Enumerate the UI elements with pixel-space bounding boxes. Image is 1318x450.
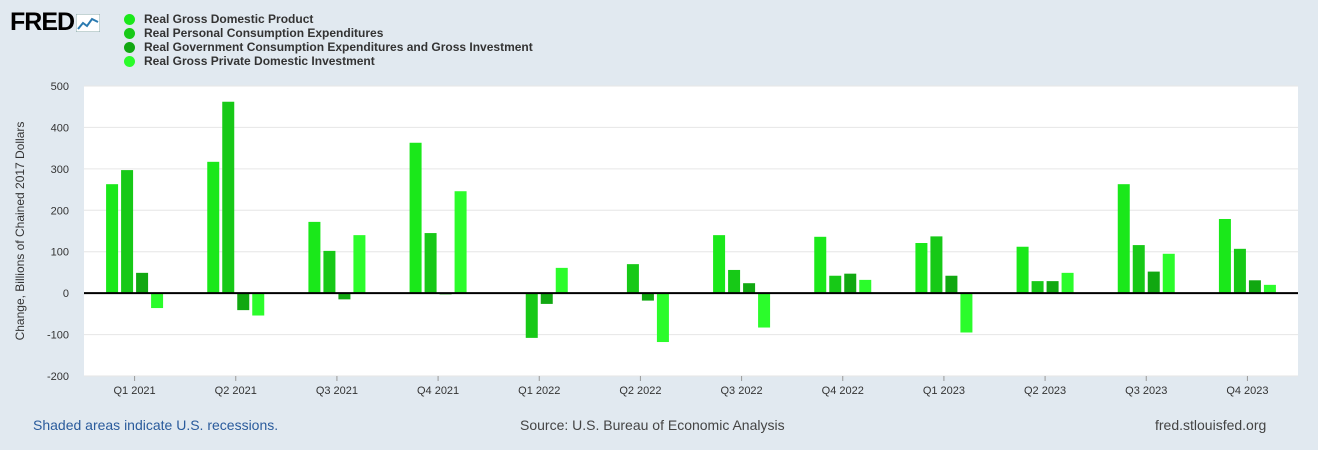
legend-label-pce: Real Personal Consumption Expenditures <box>144 26 384 40</box>
legend-label-investment: Real Gross Private Domestic Investment <box>144 54 375 68</box>
x-tick-label: Q2 2023 <box>1024 385 1066 397</box>
bar[interactable] <box>136 272 149 294</box>
bar[interactable] <box>1031 281 1044 294</box>
bar[interactable] <box>915 243 928 294</box>
bar[interactable] <box>930 236 943 294</box>
x-tick-label: Q4 2023 <box>1226 385 1268 397</box>
bar[interactable] <box>829 275 842 294</box>
bar[interactable] <box>814 236 827 294</box>
bar[interactable] <box>960 293 973 333</box>
bar[interactable] <box>409 142 422 294</box>
bar[interactable] <box>713 235 726 294</box>
bar[interactable] <box>1061 272 1074 294</box>
bar[interactable] <box>338 293 351 300</box>
bar[interactable] <box>945 275 958 294</box>
bar[interactable] <box>106 184 119 294</box>
x-tick-labels: Q1 2021 Q2 2021 Q3 2021 Q4 2021 Q1 2022 Q2 20… <box>113 376 1269 397</box>
y-tick-label: 0 <box>63 288 69 300</box>
fred-graph-icon <box>76 13 101 32</box>
legend-swatch-government <box>124 41 135 53</box>
bar[interactable] <box>151 293 164 309</box>
legend-label-government: Real Government Consumption Expenditures… <box>144 40 533 54</box>
y-tick-label: 500 <box>51 81 69 93</box>
fred-logo-text: FRED <box>10 8 75 36</box>
x-tick-label: Q1 2021 <box>113 385 155 397</box>
legend-item-government[interactable]: Real Government Consumption Expenditures… <box>124 40 533 54</box>
bar[interactable] <box>1016 246 1029 294</box>
bar[interactable] <box>353 235 366 294</box>
bar[interactable] <box>626 264 639 294</box>
legend-swatch-pce <box>124 27 135 39</box>
bar[interactable] <box>540 293 553 304</box>
legend-item-pce[interactable]: Real Personal Consumption Expenditures <box>124 26 533 40</box>
x-tick-label: Q1 2023 <box>923 385 965 397</box>
chart-legend: Real Gross Domestic Product Real Persona… <box>124 12 533 68</box>
plot-area <box>84 86 1298 376</box>
legend-item-investment[interactable]: Real Gross Private Domestic Investment <box>124 54 533 68</box>
fred-logo[interactable]: FRED <box>10 8 101 37</box>
bar[interactable] <box>1218 218 1231 294</box>
legend-label-gdp: Real Gross Domestic Product <box>144 12 314 26</box>
bar[interactable] <box>1132 245 1145 294</box>
bar[interactable] <box>555 267 568 294</box>
x-tick-label: Q2 2022 <box>619 385 661 397</box>
bar[interactable] <box>252 293 265 316</box>
y-tick-label: -200 <box>47 371 69 383</box>
site-link[interactable]: fred.stlouisfed.org <box>1155 417 1267 433</box>
bar[interactable] <box>758 293 771 328</box>
bar[interactable] <box>728 269 741 294</box>
x-tick-label: Q4 2022 <box>822 385 864 397</box>
bar[interactable] <box>1117 184 1130 294</box>
y-tick-label: 200 <box>51 205 69 217</box>
bar[interactable] <box>743 283 756 294</box>
bar[interactable] <box>1162 253 1175 294</box>
bar[interactable] <box>222 101 235 294</box>
bar[interactable] <box>844 273 857 294</box>
x-tick-label: Q1 2022 <box>518 385 560 397</box>
bar[interactable] <box>121 170 134 294</box>
x-tick-label: Q4 2021 <box>417 385 459 397</box>
bar[interactable] <box>641 293 654 301</box>
x-tick-label: Q2 2021 <box>215 385 257 397</box>
y-tick-label: 100 <box>51 247 69 259</box>
legend-swatch-investment <box>124 55 135 67</box>
bars <box>106 101 1276 343</box>
bar[interactable] <box>237 293 250 311</box>
bar[interactable] <box>656 293 669 343</box>
y-tick-labels: -200 -100 0 100 200 300 400 500 <box>47 81 69 383</box>
y-tick-label: 300 <box>51 164 69 176</box>
y-tick-label: 400 <box>51 122 69 134</box>
bar[interactable] <box>1263 284 1276 294</box>
x-tick-label: Q3 2023 <box>1125 385 1167 397</box>
bar[interactable] <box>1233 248 1246 294</box>
bar[interactable] <box>1046 281 1059 294</box>
x-tick-label: Q3 2022 <box>720 385 762 397</box>
bar[interactable] <box>207 161 220 294</box>
bar[interactable] <box>525 293 538 338</box>
bar[interactable] <box>454 191 467 294</box>
bar[interactable] <box>1248 280 1261 294</box>
bar[interactable] <box>1147 271 1160 294</box>
bar[interactable] <box>323 250 336 294</box>
bar[interactable] <box>308 221 321 294</box>
y-tick-label: -100 <box>47 330 69 342</box>
legend-swatch-gdp <box>124 13 135 25</box>
x-tick-label: Q3 2021 <box>316 385 358 397</box>
legend-item-gdp[interactable]: Real Gross Domestic Product <box>124 12 533 26</box>
y-axis-title: Change, Billions of Chained 2017 Dollars <box>13 122 27 341</box>
recession-note: Shaded areas indicate U.S. recessions. <box>33 417 279 433</box>
bar[interactable] <box>424 233 437 294</box>
bar[interactable] <box>859 279 872 294</box>
source-note: Source: U.S. Bureau of Economic Analysis <box>520 417 785 433</box>
